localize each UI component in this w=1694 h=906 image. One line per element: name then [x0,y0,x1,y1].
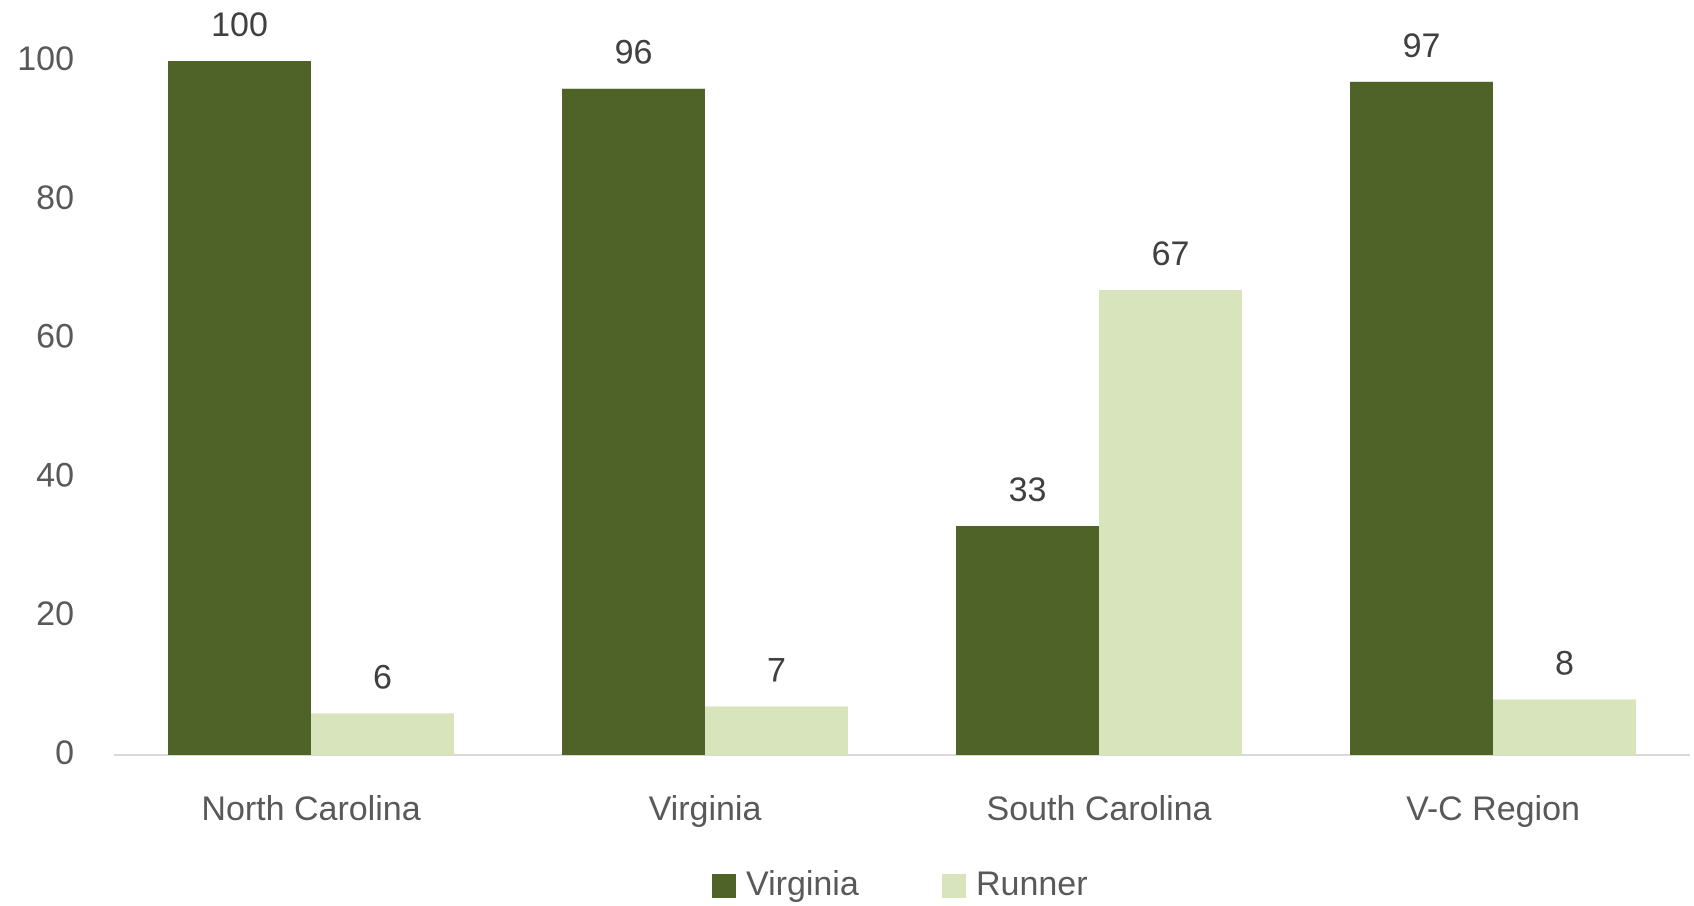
x-tick-label: South Carolina [987,790,1212,828]
x-tick-label: V-C Region [1406,790,1580,828]
legend-label: Virginia [746,865,859,903]
data-label: 8 [1555,644,1574,682]
bar [311,713,454,755]
data-label: 33 [1009,471,1047,509]
y-tick-label: 100 [17,40,74,78]
y-tick-label: 80 [36,179,74,217]
data-label: 97 [1403,27,1441,65]
data-label: 100 [211,6,268,44]
bar [1099,290,1242,755]
bar [168,61,311,755]
data-label: 7 [767,651,786,689]
data-label: 6 [373,658,392,696]
legend-swatch [712,874,736,898]
legend-swatch [942,874,966,898]
bar [1493,699,1636,755]
data-label: 96 [615,34,653,72]
legend-label: Runner [976,865,1088,903]
x-tick-label: North Carolina [201,790,420,828]
data-label: 67 [1152,235,1190,273]
y-tick-label: 40 [36,456,74,494]
bar [562,88,705,755]
y-tick-label: 60 [36,318,74,356]
bar [1350,81,1493,755]
x-tick-label: Virginia [649,790,762,828]
y-tick-label: 0 [55,734,74,772]
y-tick-label: 20 [36,595,74,633]
bar [705,706,848,755]
bar [956,525,1099,755]
